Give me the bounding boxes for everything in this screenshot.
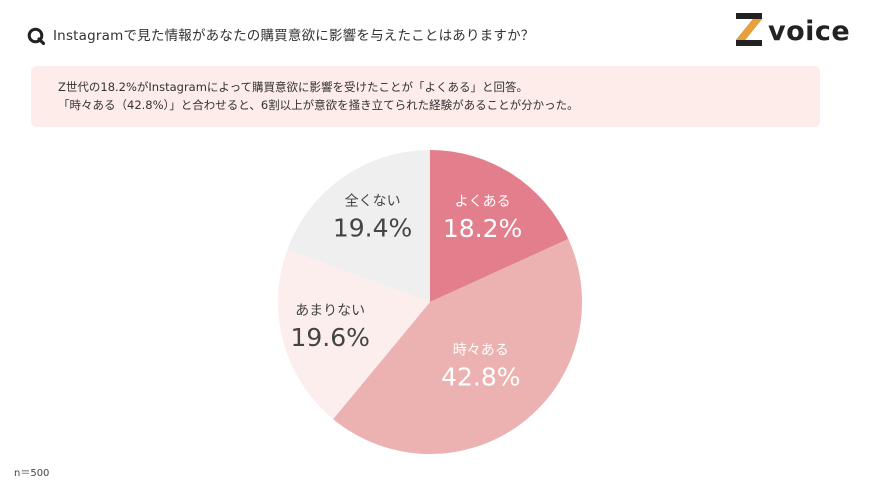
slice-label-4: 全くない bbox=[345, 193, 401, 210]
slice-label-3: あまりない bbox=[295, 303, 365, 319]
summary-line-1: Z世代の18.2%がInstagramによって購買意欲に影響を受けたことが「よく… bbox=[58, 80, 528, 94]
pie-slice-4 bbox=[287, 150, 430, 302]
slice-value-1: 18.2% bbox=[443, 214, 522, 243]
pie-slice-3 bbox=[277, 249, 430, 420]
pie-slice-2 bbox=[333, 239, 583, 455]
slice-value-4: 19.4% bbox=[333, 214, 412, 243]
summary-line-2: 「時々ある（42.8%）」と合わせると、6割以上が意欲を掻き立てられた経験がある… bbox=[58, 98, 579, 112]
survey-question: Instagramで見た情報があなたの購買意欲に影響を与えたことはありますか？ bbox=[53, 28, 535, 44]
summary-box: Z世代の18.2%がInstagramによって購買意欲に影響を受けたことが「よく… bbox=[31, 66, 820, 127]
slice-label-2: 時々ある bbox=[453, 342, 509, 358]
zvoice-logo: voice bbox=[734, 10, 866, 50]
logo-wordmark: voice bbox=[768, 16, 851, 47]
slice-value-2: 42.8% bbox=[441, 362, 520, 391]
z-logo-icon bbox=[736, 13, 762, 46]
question-icon bbox=[27, 27, 45, 45]
sample-size-note: n＝500 bbox=[14, 468, 50, 479]
slice-value-3: 19.6% bbox=[290, 323, 369, 352]
pie-slice-1 bbox=[430, 150, 569, 302]
slice-label-1: よくある bbox=[455, 194, 511, 210]
